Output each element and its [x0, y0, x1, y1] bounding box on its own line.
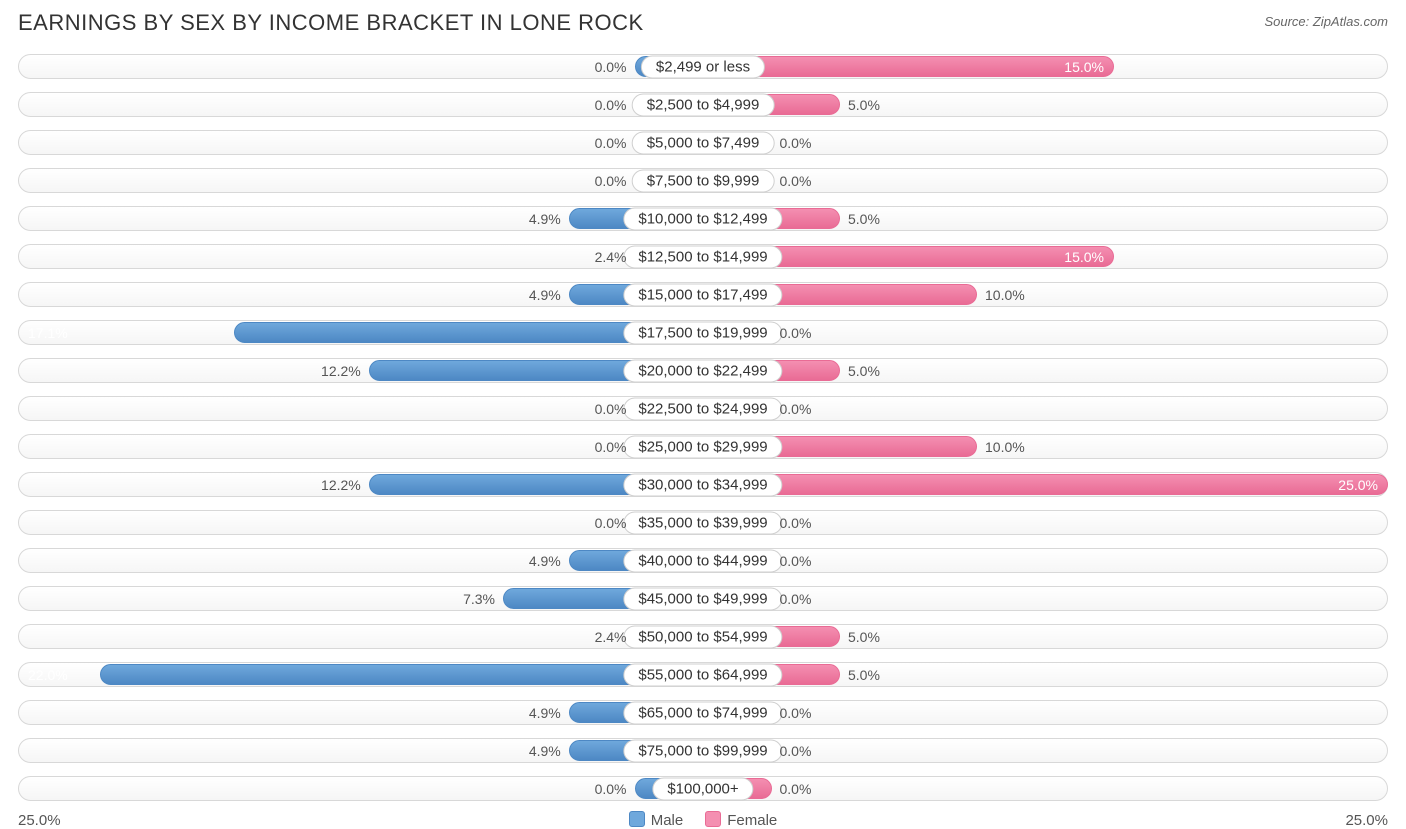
chart-title: EARNINGS BY SEX BY INCOME BRACKET IN LON…	[18, 10, 644, 36]
bracket-label: $20,000 to $22,499	[623, 359, 782, 382]
female-value: 15.0%	[703, 249, 1114, 265]
female-value: 0.0%	[780, 515, 812, 531]
male-value: 12.2%	[321, 477, 361, 493]
chart-row: 0.0% 0.0% $7,500 to $9,999	[18, 164, 1388, 197]
male-value: 2.4%	[595, 249, 627, 265]
male-value: 7.3%	[463, 591, 495, 607]
male-value: 4.9%	[529, 743, 561, 759]
male-swatch-icon	[629, 811, 645, 827]
male-value: 4.9%	[529, 211, 561, 227]
bracket-label: $35,000 to $39,999	[623, 511, 782, 534]
male-value: 22.0%	[18, 667, 621, 683]
bracket-label: $15,000 to $17,499	[623, 283, 782, 306]
male-value: 0.0%	[595, 515, 627, 531]
female-value: 0.0%	[780, 553, 812, 569]
chart-row: 0.0% 10.0% $25,000 to $29,999	[18, 430, 1388, 463]
female-value: 0.0%	[780, 705, 812, 721]
female-value: 5.0%	[848, 363, 880, 379]
bracket-label: $40,000 to $44,999	[623, 549, 782, 572]
female-value: 0.0%	[780, 325, 812, 341]
chart-row: 0.0%15.0%$2,499 or less	[18, 50, 1388, 83]
female-value: 10.0%	[985, 287, 1025, 303]
male-value: 0.0%	[595, 401, 627, 417]
chart-row: 0.0% 0.0%$35,000 to $39,999	[18, 506, 1388, 539]
chart-row: 4.9% 10.0% $15,000 to $17,499	[18, 278, 1388, 311]
chart-row: 4.9% 0.0%$40,000 to $44,999	[18, 544, 1388, 577]
bracket-label: $55,000 to $64,999	[623, 663, 782, 686]
female-value: 10.0%	[985, 439, 1025, 455]
male-value: 0.0%	[595, 135, 627, 151]
chart-row: 17.1% 0.0%$17,500 to $19,999	[18, 316, 1388, 349]
male-value: 0.0%	[595, 173, 627, 189]
chart-row: 12.2%25.0%$30,000 to $34,999	[18, 468, 1388, 501]
legend-male-label: Male	[651, 812, 684, 829]
female-value: 0.0%	[780, 401, 812, 417]
chart-row: 4.9% 0.0%$75,000 to $99,999	[18, 734, 1388, 767]
female-value: 15.0%	[703, 59, 1114, 75]
bracket-label: $2,500 to $4,999	[632, 93, 775, 116]
bracket-label: $5,000 to $7,499	[632, 131, 775, 154]
chart-source: Source: ZipAtlas.com	[1264, 14, 1388, 29]
bracket-label: $10,000 to $12,499	[623, 207, 782, 230]
legend-female-label: Female	[727, 812, 777, 829]
female-value: 5.0%	[848, 629, 880, 645]
diverging-bar-chart: 0.0%15.0%$2,499 or less0.0%5.0%$2,500 to…	[18, 50, 1388, 805]
chart-row: 12.2% 5.0% $20,000 to $22,499	[18, 354, 1388, 387]
chart-row: 2.4% 5.0% $50,000 to $54,999	[18, 620, 1388, 653]
female-swatch-icon	[705, 811, 721, 827]
bracket-label: $22,500 to $24,999	[623, 397, 782, 420]
male-value: 0.0%	[595, 781, 627, 797]
female-value: 0.0%	[780, 591, 812, 607]
female-value: 0.0%	[780, 135, 812, 151]
male-value: 0.0%	[595, 97, 627, 113]
female-value: 25.0%	[703, 477, 1388, 493]
male-value: 17.1%	[18, 325, 487, 341]
chart-row: 0.0% 5.0% $2,500 to $4,999	[18, 88, 1388, 121]
female-value: 0.0%	[780, 173, 812, 189]
chart-row: 4.9% 0.0%$65,000 to $74,999	[18, 696, 1388, 729]
chart-row: 4.9% 5.0% $10,000 to $12,499	[18, 202, 1388, 235]
male-value: 12.2%	[321, 363, 361, 379]
bracket-label: $45,000 to $49,999	[623, 587, 782, 610]
male-value: 2.4%	[595, 629, 627, 645]
bracket-label: $75,000 to $99,999	[623, 739, 782, 762]
male-value: 0.0%	[595, 59, 627, 75]
female-value: 5.0%	[848, 211, 880, 227]
bracket-label: $7,500 to $9,999	[632, 169, 775, 192]
bracket-label: $25,000 to $29,999	[623, 435, 782, 458]
axis-max-right: 25.0%	[1345, 812, 1388, 829]
chart-row: 22.0% 5.0% $55,000 to $64,999	[18, 658, 1388, 691]
bracket-label: $17,500 to $19,999	[623, 321, 782, 344]
female-value: 0.0%	[780, 781, 812, 797]
chart-row: 0.0% 0.0% $5,000 to $7,499	[18, 126, 1388, 159]
bracket-label: $50,000 to $54,999	[623, 625, 782, 648]
male-value: 4.9%	[529, 553, 561, 569]
chart-row: 0.0% 0.0% $100,000+	[18, 772, 1388, 805]
bracket-label: $100,000+	[652, 777, 753, 800]
male-value: 4.9%	[529, 705, 561, 721]
bracket-label: $65,000 to $74,999	[623, 701, 782, 724]
chart-row: 2.4%15.0%$12,500 to $14,999	[18, 240, 1388, 273]
axis-max-left: 25.0%	[18, 812, 61, 829]
male-value: 4.9%	[529, 287, 561, 303]
male-value: 0.0%	[595, 439, 627, 455]
chart-row: 0.0% 0.0%$22,500 to $24,999	[18, 392, 1388, 425]
female-value: 5.0%	[848, 667, 880, 683]
chart-row: 7.3% 0.0%$45,000 to $49,999	[18, 582, 1388, 615]
female-value: 0.0%	[780, 743, 812, 759]
chart-header: EARNINGS BY SEX BY INCOME BRACKET IN LON…	[18, 10, 1388, 36]
female-value: 5.0%	[848, 97, 880, 113]
